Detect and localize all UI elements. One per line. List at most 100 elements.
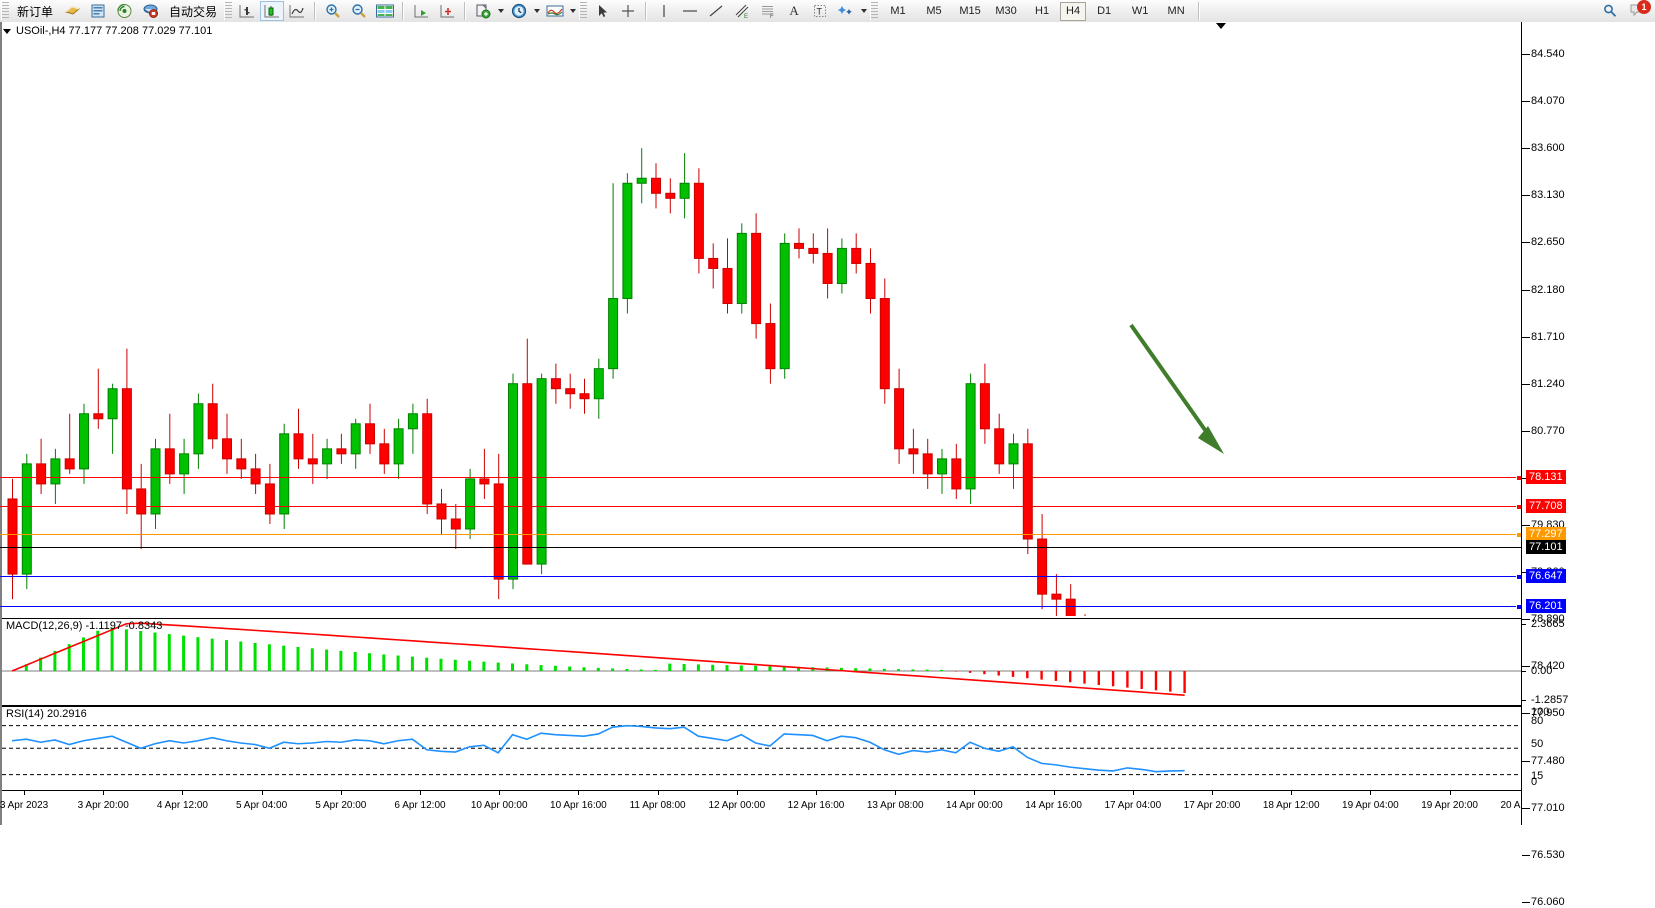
shift-end-icon[interactable] xyxy=(408,1,434,21)
toolbar-grip-2[interactable] xyxy=(224,2,233,20)
market-watch-icon[interactable] xyxy=(85,1,111,21)
toolbar-separator-4 xyxy=(645,2,648,20)
time-tick xyxy=(420,791,421,795)
chart-menu-caret-icon[interactable] xyxy=(3,28,11,34)
time-axis[interactable]: 3 Apr 2023 3 Apr 20:00 4 Apr 12:00 5 Apr 04… xyxy=(0,790,1557,826)
price-tick xyxy=(1522,242,1530,244)
timeframe-m1[interactable]: M1 xyxy=(890,5,906,17)
toolbar-grip-3[interactable] xyxy=(579,2,588,20)
timeframe-d1[interactable]: D1 xyxy=(1097,5,1112,17)
fibonacci-icon[interactable]: F xyxy=(755,1,781,21)
time-tick xyxy=(736,791,738,795)
timeframe-m5[interactable]: M5 xyxy=(926,5,942,17)
zoom-in-icon[interactable] xyxy=(320,1,346,21)
time-tick xyxy=(182,791,184,795)
new-order-label: 新订单 xyxy=(17,4,54,19)
trendline-icon[interactable] xyxy=(703,1,729,21)
green-arrow-annotation[interactable] xyxy=(2,22,1521,616)
macd-series xyxy=(2,622,1521,696)
macd-axis-tick xyxy=(1522,700,1526,701)
timeframe-mn[interactable]: MN xyxy=(1167,5,1185,17)
price-tick xyxy=(1522,148,1530,150)
new-order-button[interactable]: 新订单 xyxy=(11,1,59,21)
time-tick xyxy=(24,791,25,795)
autotrading-button[interactable]: 自动交易 xyxy=(163,1,223,21)
macd-axis-label: 2.3665 xyxy=(1531,618,1565,630)
price-tick xyxy=(1522,760,1530,762)
timeframe-w1[interactable]: W1 xyxy=(1131,5,1149,17)
price-tick xyxy=(1522,195,1530,197)
time-tick-label: 17 Apr 20:00 xyxy=(1183,800,1241,811)
signals-icon[interactable] xyxy=(111,1,137,21)
price-axis[interactable]: 84.540 84.070 83.600 83.130 82.650 82.180 81.7… xyxy=(1521,22,1655,908)
chart-scroll-caret-icon[interactable] xyxy=(1216,23,1226,29)
time-tick-label: 3 Apr 2023 xyxy=(0,800,49,811)
time-tick xyxy=(974,791,976,795)
candlestick-chart-icon[interactable] xyxy=(260,1,285,21)
price-tick-label: 84.070 xyxy=(1531,95,1565,108)
text-label-icon[interactable]: T xyxy=(807,1,833,21)
time-tick-label: 4 Apr 12:00 xyxy=(156,800,208,811)
auto-scroll-icon[interactable] xyxy=(434,1,460,21)
time-tick xyxy=(340,791,342,795)
chevron-down-icon-3[interactable] xyxy=(570,9,577,13)
price-line-label-76.647: 76.647 xyxy=(1526,569,1566,583)
rsi-pane[interactable]: RSI(14) 20.2916 xyxy=(2,706,1521,791)
timeframe-m15[interactable]: M15 xyxy=(959,5,981,17)
timeframe-h1[interactable]: H1 xyxy=(1035,5,1050,17)
notification-count-badge: 1 xyxy=(1637,0,1651,14)
time-tick-label: 10 Apr 16:00 xyxy=(550,800,607,811)
timeframe-h4[interactable]: H4 xyxy=(1060,1,1087,21)
new-chart-icon[interactable] xyxy=(470,1,496,21)
time-tick xyxy=(816,791,817,795)
chevron-down-icon[interactable] xyxy=(498,9,505,13)
autotrading-icon[interactable] xyxy=(137,1,163,21)
equidistant-channel-icon[interactable]: E xyxy=(729,1,755,21)
shapes-icon[interactable] xyxy=(833,1,859,21)
time-tick xyxy=(578,791,580,795)
price-tick xyxy=(1522,525,1530,526)
toolbar-separator-3 xyxy=(464,2,467,20)
chevron-down-icon-4[interactable] xyxy=(861,9,868,13)
price-tick xyxy=(1522,619,1530,621)
time-tick xyxy=(1291,791,1293,795)
zoom-out-icon[interactable] xyxy=(346,1,372,21)
svg-text:F: F xyxy=(770,14,774,19)
cursor-icon[interactable] xyxy=(589,1,615,21)
price-pane[interactable] xyxy=(2,22,1521,810)
profile-icon[interactable] xyxy=(59,1,85,21)
indicators-icon[interactable] xyxy=(542,1,568,21)
time-tick xyxy=(1370,791,1372,795)
time-tick-label: 11 Apr 08:00 xyxy=(629,800,686,811)
macd-axis-tick xyxy=(1522,624,1526,625)
chart-symbol-header: USOil-,H4 77.177 77.208 77.029 77.101 xyxy=(3,24,212,38)
autotrading-label: 自动交易 xyxy=(169,4,218,19)
toolbar-grip-4[interactable] xyxy=(870,2,879,20)
toolbar-grip[interactable] xyxy=(1,2,9,20)
timeframe-m30[interactable]: M30 xyxy=(995,5,1017,17)
bar-chart-icon[interactable] xyxy=(234,1,260,21)
price-line-77.101[interactable] xyxy=(0,547,1521,548)
time-tick xyxy=(499,791,501,795)
price-tick-label: 77.480 xyxy=(1531,754,1565,767)
text-icon[interactable]: A xyxy=(789,3,799,18)
notifications-button[interactable]: 1 xyxy=(1629,0,1651,20)
chart-window[interactable]: USOil-,H4 77.177 77.208 77.029 77.101 84… xyxy=(0,22,1655,908)
search-icon[interactable] xyxy=(1597,1,1623,21)
macd-pane[interactable]: MACD(12,26,9) -1.1197 -0.8343 xyxy=(2,618,1521,706)
price-tick xyxy=(1522,854,1530,856)
data-window-icon[interactable] xyxy=(372,1,398,21)
periodicity-icon[interactable] xyxy=(506,1,532,21)
macd-axis-label: 0.00 xyxy=(1531,665,1553,677)
horizontal-line-icon[interactable] xyxy=(677,1,703,21)
vertical-line-icon[interactable] xyxy=(651,1,677,21)
rsi-axis-label: 50 xyxy=(1531,738,1544,750)
line-chart-icon[interactable] xyxy=(284,1,310,21)
price-tick-label: 76.060 xyxy=(1531,895,1565,908)
time-tick-label: 10 Apr 00:00 xyxy=(470,800,528,811)
crosshair-icon[interactable] xyxy=(615,1,641,21)
price-tick-label: 84.540 xyxy=(1531,48,1565,60)
chevron-down-icon-2[interactable] xyxy=(534,9,541,13)
svg-text:E: E xyxy=(744,14,748,19)
rsi-axis-label: 100 xyxy=(1531,706,1550,718)
